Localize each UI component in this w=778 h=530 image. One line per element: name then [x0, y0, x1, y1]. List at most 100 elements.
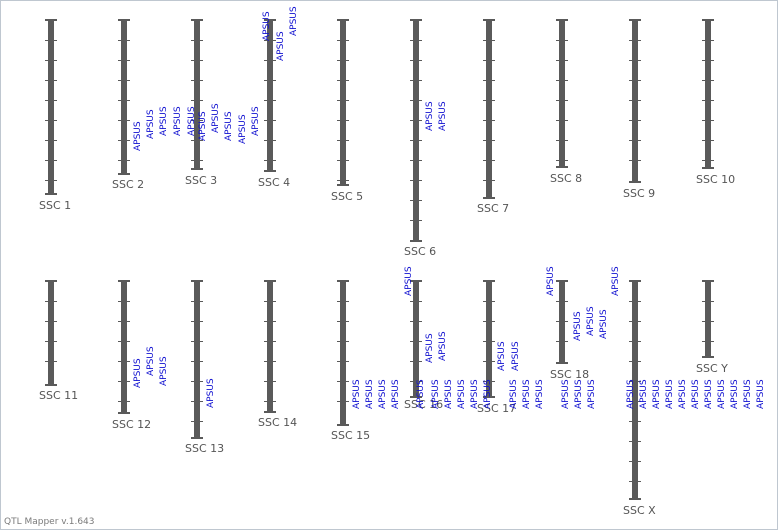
marker-tick [629, 441, 641, 442]
chromosome-bar[interactable] [632, 20, 638, 182]
chromosome-top-cap [191, 280, 203, 282]
qtl-label[interactable]: APSUS [352, 379, 362, 409]
qtl-label[interactable]: APSUS [262, 11, 272, 41]
qtl-label[interactable]: APSUS [431, 379, 441, 409]
qtl-label[interactable]: APSUS [574, 379, 584, 409]
qtl-label[interactable]: APSUS [133, 121, 143, 151]
qtl-label[interactable]: APSUS [159, 106, 169, 136]
qtl-label[interactable]: APSUS [146, 109, 156, 139]
qtl-label[interactable]: APSUS [511, 341, 521, 371]
qtl-label[interactable]: APSUS [425, 101, 435, 131]
qtl-label[interactable]: APSUS [730, 379, 740, 409]
marker-tick [264, 80, 276, 81]
chromosome-bar[interactable] [194, 20, 200, 169]
chromosome-bar[interactable] [486, 281, 492, 397]
qtl-label[interactable]: APSUS [159, 356, 169, 386]
chromosome-bar[interactable] [267, 281, 273, 412]
chromosome-bar[interactable] [559, 281, 565, 363]
chromosome-bar[interactable] [48, 20, 54, 194]
qtl-label[interactable]: APSUS [187, 106, 197, 136]
qtl-label[interactable]: APSUS [546, 266, 556, 296]
qtl-label[interactable]: APSUS [678, 379, 688, 409]
qtl-label[interactable]: APSUS [483, 379, 493, 409]
qtl-label[interactable]: APSUS [276, 31, 286, 61]
marker-tick [191, 321, 203, 322]
marker-tick [483, 321, 495, 322]
chromosome-bar[interactable] [632, 281, 638, 499]
chromosome-bar[interactable] [559, 20, 565, 167]
chromosome-bar[interactable] [48, 281, 54, 385]
chromosome-bottom-cap [483, 197, 495, 199]
chromosome-bottom-cap [45, 384, 57, 386]
qtl-label[interactable]: APSUS [639, 379, 649, 409]
chromosome-bar[interactable] [121, 281, 127, 413]
qtl-label[interactable]: APSUS [756, 379, 766, 409]
qtl-label[interactable]: APSUS [704, 379, 714, 409]
qtl-label[interactable]: APSUS [438, 331, 448, 361]
qtl-label[interactable]: APSUS [717, 379, 727, 409]
chromosome-bar[interactable] [121, 20, 127, 174]
qtl-label[interactable]: APSUS [652, 379, 662, 409]
chromosome-top-cap [556, 19, 568, 21]
qtl-label[interactable]: APSUS [522, 379, 532, 409]
marker-tick [264, 140, 276, 141]
marker-tick [337, 40, 349, 41]
marker-tick [410, 341, 422, 342]
marker-tick [410, 100, 422, 101]
marker-tick [191, 341, 203, 342]
marker-tick [191, 80, 203, 81]
qtl-label[interactable]: APSUS [391, 379, 401, 409]
qtl-label[interactable]: APSUS [133, 358, 143, 388]
chromosome-bar[interactable] [267, 20, 273, 171]
marker-tick [337, 80, 349, 81]
qtl-label[interactable]: APSUS [573, 311, 583, 341]
qtl-label[interactable]: APSUS [146, 346, 156, 376]
marker-tick [191, 100, 203, 101]
qtl-label[interactable]: APSUS [743, 379, 753, 409]
qtl-label[interactable]: APSUS [599, 309, 609, 339]
marker-tick [702, 341, 714, 342]
qtl-label[interactable]: APSUS [691, 379, 701, 409]
qtl-label[interactable]: APSUS [586, 306, 596, 336]
qtl-label[interactable]: APSUS [626, 379, 636, 409]
qtl-label[interactable]: APSUS [497, 341, 507, 371]
qtl-label[interactable]: APSUS [251, 106, 261, 136]
chromosome-bar[interactable] [705, 20, 711, 168]
chromosome-bar[interactable] [486, 20, 492, 198]
qtl-label[interactable]: APSUS [238, 114, 248, 144]
chromosome-bar[interactable] [413, 20, 419, 241]
qtl-label[interactable]: APSUS [211, 103, 221, 133]
marker-tick [264, 341, 276, 342]
marker-tick [337, 140, 349, 141]
qtl-label[interactable]: APSUS [173, 106, 183, 136]
chromosome-bar[interactable] [705, 281, 711, 357]
qtl-label[interactable]: APSUS [378, 379, 388, 409]
marker-tick [191, 401, 203, 402]
qtl-label[interactable]: APSUS [289, 6, 299, 36]
chromosome-bar[interactable] [413, 281, 419, 397]
marker-tick [483, 361, 495, 362]
qtl-label[interactable]: APSUS [206, 378, 216, 408]
qtl-label[interactable]: APSUS [509, 379, 519, 409]
qtl-label[interactable]: APSUS [665, 379, 675, 409]
qtl-label[interactable]: APSUS [425, 333, 435, 363]
chromosome-bar[interactable] [340, 281, 346, 425]
qtl-label[interactable]: APSUS [404, 266, 414, 296]
marker-tick [45, 301, 57, 302]
marker-tick [118, 140, 130, 141]
qtl-label[interactable]: APSUS [365, 379, 375, 409]
qtl-label[interactable]: APSUS [457, 379, 467, 409]
qtl-label[interactable]: APSUS [587, 379, 597, 409]
qtl-label[interactable]: APSUS [224, 111, 234, 141]
chromosome-label: SSC 6 [404, 245, 437, 258]
qtl-label[interactable]: APSUS [561, 379, 571, 409]
qtl-label[interactable]: APSUS [611, 266, 621, 296]
qtl-label[interactable]: APSUS [535, 379, 545, 409]
marker-tick [118, 381, 130, 382]
qtl-label[interactable]: APSUS [444, 379, 454, 409]
chromosome-bar[interactable] [194, 281, 200, 438]
chromosome-bar[interactable] [340, 20, 346, 185]
qtl-label[interactable]: APSUS [416, 379, 426, 409]
qtl-label[interactable]: APSUS [438, 101, 448, 131]
qtl-label[interactable]: APSUS [198, 111, 208, 141]
